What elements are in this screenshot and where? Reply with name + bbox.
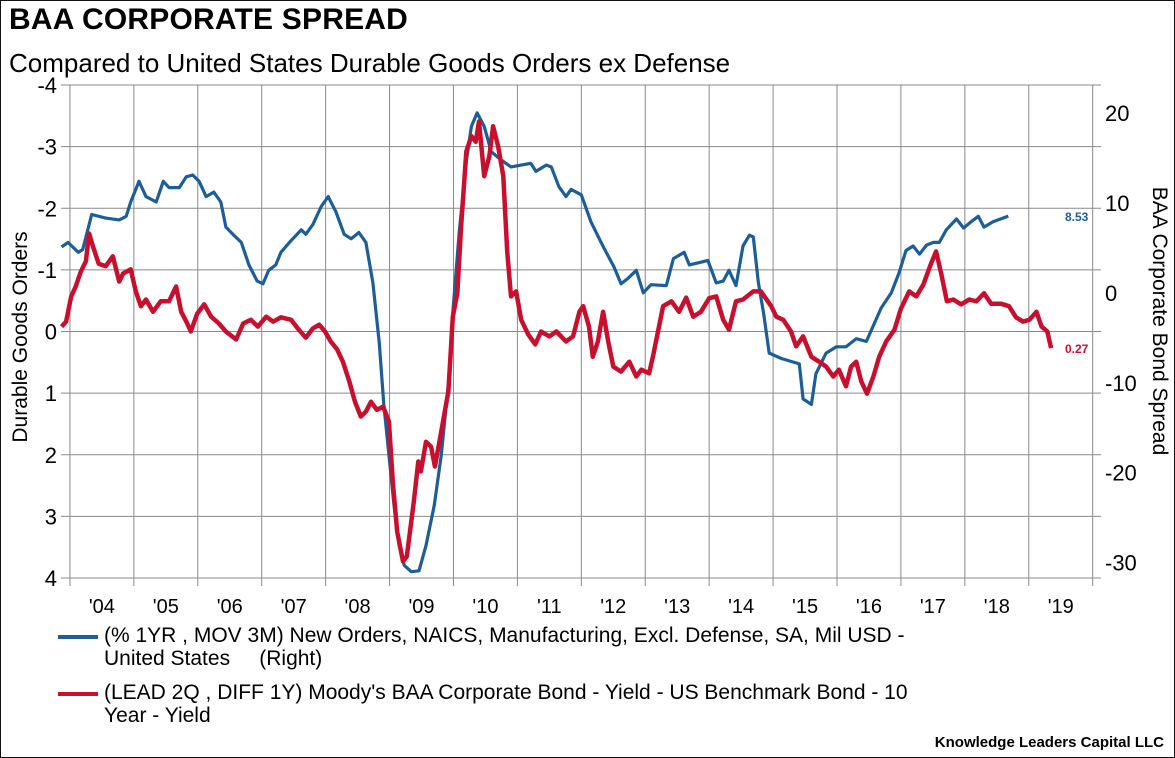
chart-title: BAA CORPORATE SPREAD — [9, 3, 409, 36]
y-right-tick-label: -30 — [1105, 551, 1137, 576]
x-tick-label: '07 — [281, 596, 307, 618]
legend-label: Year - Yield — [104, 704, 211, 727]
x-tick-label: '11 — [537, 596, 562, 618]
blue-last-value-label: 8.53 — [1065, 210, 1089, 224]
series-line-baa-spread — [59, 119, 1054, 564]
y-left-tick-label: 4 — [45, 566, 57, 591]
x-tick-label: '08 — [345, 596, 371, 618]
y-left-tick-label: 0 — [45, 320, 57, 345]
series-line-durable-goods — [60, 111, 1009, 574]
y-left-tick-label: 1 — [45, 381, 57, 406]
legend-label: United States (Right) — [104, 647, 323, 670]
y-right-tick-label: 0 — [1105, 281, 1117, 306]
legend-item-red: (LEAD 2Q , DIFF 1Y) Moody's BAA Corporat… — [58, 681, 1118, 727]
x-tick-label: '18 — [984, 596, 1010, 618]
red-last-value-label: 0.27 — [1065, 342, 1089, 356]
footer-credit: Knowledge Leaders Capital LLC — [934, 734, 1164, 751]
x-tick-label: '13 — [664, 596, 690, 618]
x-tick-label: '16 — [856, 596, 882, 618]
x-tick-label: '05 — [153, 596, 179, 618]
y-left-tick-label: -1 — [37, 258, 57, 283]
x-tick-label: '06 — [217, 596, 243, 618]
legend-swatch-blue — [58, 635, 98, 639]
y-right-tick-label: -20 — [1105, 461, 1137, 486]
x-tick-label: '04 — [89, 596, 115, 618]
x-tick-label: '10 — [472, 596, 498, 618]
y-left-tick-label: 3 — [45, 504, 57, 529]
y-left-tick-label: -2 — [37, 196, 57, 221]
y-right-tick-label: 10 — [1105, 191, 1129, 216]
y-axis-right-title: BAA Corporate Bond Spread — [1148, 186, 1171, 456]
x-tick-label: '12 — [600, 596, 626, 618]
y-right-tick-label: 20 — [1105, 101, 1129, 126]
x-tick-label: '15 — [792, 596, 818, 618]
x-tick-label: '19 — [1048, 596, 1074, 618]
legend-item-blue: (% 1YR , MOV 3M) New Orders, NAICS, Manu… — [58, 624, 1118, 670]
y-axis-left-title: Durable Goods Orders — [9, 231, 32, 443]
y-left-tick-label: -4 — [37, 73, 57, 98]
x-tick-label: '17 — [920, 596, 946, 618]
legend-label: (% 1YR , MOV 3M) New Orders, NAICS, Manu… — [104, 624, 905, 647]
y-left-tick-label: 2 — [45, 443, 57, 468]
legend-label: (LEAD 2Q , DIFF 1Y) Moody's BAA Corporat… — [104, 681, 908, 704]
y-right-tick-label: -10 — [1105, 371, 1137, 396]
y-left-tick-label: -3 — [37, 135, 57, 160]
x-tick-label: '09 — [408, 596, 434, 618]
chart-subtitle: Compared to United States Durable Goods … — [9, 48, 731, 78]
legend-swatch-red — [58, 692, 98, 696]
x-tick-label: '14 — [728, 596, 754, 618]
